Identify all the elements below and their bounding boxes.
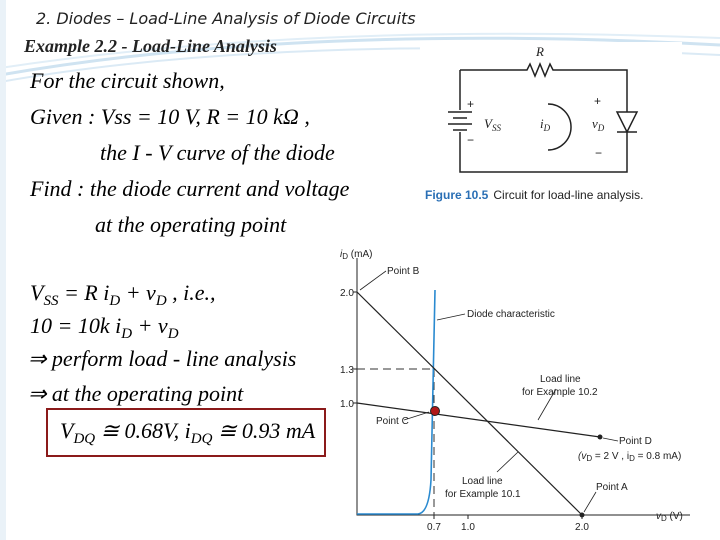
point-d-dot — [597, 434, 603, 440]
example-title: Example 2.2 - Load-Line Analysis — [23, 36, 277, 56]
eq-sub: D — [155, 293, 167, 309]
operating-point — [430, 406, 440, 416]
point-a-dot — [579, 512, 585, 518]
leaders — [359, 270, 619, 513]
label-part: i — [540, 116, 544, 131]
y-axis-label: iD (mA) — [340, 249, 372, 261]
y-tick-label: 2.0 — [340, 288, 354, 299]
diode-curve — [357, 289, 436, 515]
x-tick-label: 2.0 — [575, 522, 589, 533]
caption-label: Figure 10.5 — [425, 188, 489, 202]
voltage-label: vD — [592, 116, 605, 133]
x-tick-label: 1.0 — [461, 522, 475, 533]
eq-part: ≅ 0.93 mA — [212, 418, 315, 443]
problem-line: For the circuit shown, — [29, 68, 225, 93]
circuit-figure: R + VSS − iD + vD − Figure 10.5 Circuit f… — [420, 42, 682, 206]
plus-sign: + — [467, 97, 474, 111]
problem-line: the I - V curve of the diode — [100, 140, 335, 165]
label-sub: D — [629, 454, 635, 463]
label-part: i — [340, 249, 343, 260]
annotation: Point B — [387, 266, 420, 277]
x-axis-label: vD (V) — [656, 511, 683, 523]
y-tick-label: 1.0 — [340, 399, 354, 410]
label-part: V — [484, 116, 494, 131]
circuit-wires — [448, 62, 639, 173]
annotation: Point A — [596, 482, 628, 493]
eq-sub: D — [167, 326, 179, 342]
iv-graph: iD (mA) vD (V) 2.0 1.3 1.0 0.7 1.0 2.0 P… — [335, 244, 720, 540]
equation: VSS = R iD + vD , i.e., — [30, 280, 216, 309]
eq-part: 10 = 10k i — [30, 313, 121, 338]
label-part: = 0.8 mA) — [635, 451, 681, 462]
label-sub: D — [342, 252, 348, 261]
eq-part: V — [30, 280, 46, 305]
eq-part: + v — [120, 280, 156, 305]
minus-sign: − — [467, 133, 474, 147]
eq-sub: DQ — [72, 431, 95, 447]
minus-sign: − — [595, 146, 602, 160]
label-sub: D — [586, 454, 592, 463]
label-sub: SS — [492, 123, 502, 133]
eq-part: , i.e., — [167, 280, 216, 305]
annotation: for Example 10.1 — [445, 489, 521, 500]
eq-sub: SS — [43, 293, 59, 309]
equation: 10 = 10k iD + vD — [30, 313, 179, 342]
annotation: (vD = 2 V , iD = 0.8 mA) — [578, 451, 681, 463]
label-part: (v — [578, 451, 587, 462]
annotation: Load line — [540, 374, 581, 385]
resistor-label: R — [535, 44, 544, 59]
label-sub: D — [543, 123, 551, 133]
label-part: v — [592, 116, 598, 131]
label-part: = 2 V , i — [592, 451, 629, 462]
eq-sub: D — [120, 326, 132, 342]
current-label: iD — [540, 116, 551, 133]
problem-line: Given : Vss = 10 V, R = 10 kΩ , — [30, 104, 310, 129]
left-edge — [0, 0, 6, 540]
caption-text: Circuit for load-line analysis. — [493, 188, 643, 202]
figure-caption: Figure 10.5 Circuit for load-line analysi… — [425, 188, 643, 202]
eq-part: ≅ 0.68V, i — [95, 418, 191, 443]
eq-part: = R i — [58, 280, 109, 305]
load-line-101 — [356, 291, 583, 516]
annotation: for Example 10.2 — [522, 387, 598, 398]
label-part: (V) — [667, 511, 683, 522]
answer: VDQ ≅ 0.68V, iDQ ≅ 0.93 mA — [60, 418, 316, 447]
load-line-102 — [356, 402, 601, 438]
plus-sign: + — [594, 94, 601, 108]
eq-part: V — [60, 418, 76, 443]
y-tick-label: 1.3 — [340, 365, 354, 376]
annotation: Point D — [619, 436, 652, 447]
eq-sub: D — [108, 293, 120, 309]
dashed-guide — [357, 368, 435, 515]
equation: ⇒ at the operating point — [28, 381, 244, 406]
label-sub: D — [597, 123, 605, 133]
axes — [353, 258, 690, 519]
label-sub: D — [661, 514, 667, 523]
problem-line: Find : the diode current and voltage — [29, 176, 350, 201]
slide-title: 2. Diodes – Load-Line Analysis of Diode … — [36, 9, 416, 28]
annotation: Diode characteristic — [467, 309, 555, 320]
answer-box — [46, 408, 326, 457]
eq-sub: DQ — [190, 431, 213, 447]
graph-panel — [335, 244, 720, 540]
x-tick-label: 0.7 — [427, 522, 441, 533]
label-part: v — [656, 511, 662, 522]
annotation: Load line — [462, 476, 503, 487]
problem-line: at the operating point — [95, 212, 287, 237]
label-part: (mA) — [348, 249, 372, 260]
annotation: Point C — [376, 416, 409, 427]
eq-part: + v — [132, 313, 168, 338]
source-label: VSS — [484, 116, 501, 133]
equation: ⇒ perform load - line analysis — [28, 346, 296, 371]
